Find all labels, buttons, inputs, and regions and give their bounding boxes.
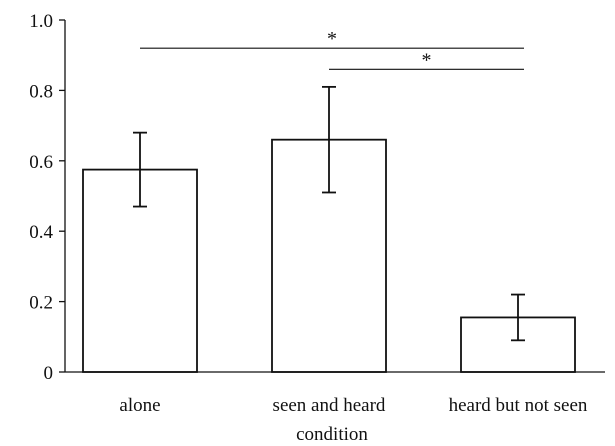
x-tick-label: alone <box>119 395 160 416</box>
y-tick-label: 0.2 <box>29 293 53 314</box>
significance-star: * <box>422 49 432 71</box>
significance-brackets: ** <box>140 28 524 71</box>
x-tick-label: heard but not seen <box>449 395 588 416</box>
y-tick-label: 0.8 <box>29 81 53 102</box>
y-axis: 0 0.2 0.4 0.6 0.8 1.0 <box>29 11 66 384</box>
error-bars <box>133 85 525 342</box>
significance-star: * <box>327 28 337 50</box>
y-tick-label: 0.6 <box>29 152 53 173</box>
x-axis: alone seen and heard heard but not seen <box>65 371 605 416</box>
y-tick-label: 0.4 <box>29 222 53 243</box>
x-tick-label: seen and heard <box>273 395 386 416</box>
y-tick-label: 1.0 <box>29 11 53 32</box>
y-tick-label: 0 <box>44 363 54 384</box>
x-axis-title: condition <box>296 424 368 445</box>
